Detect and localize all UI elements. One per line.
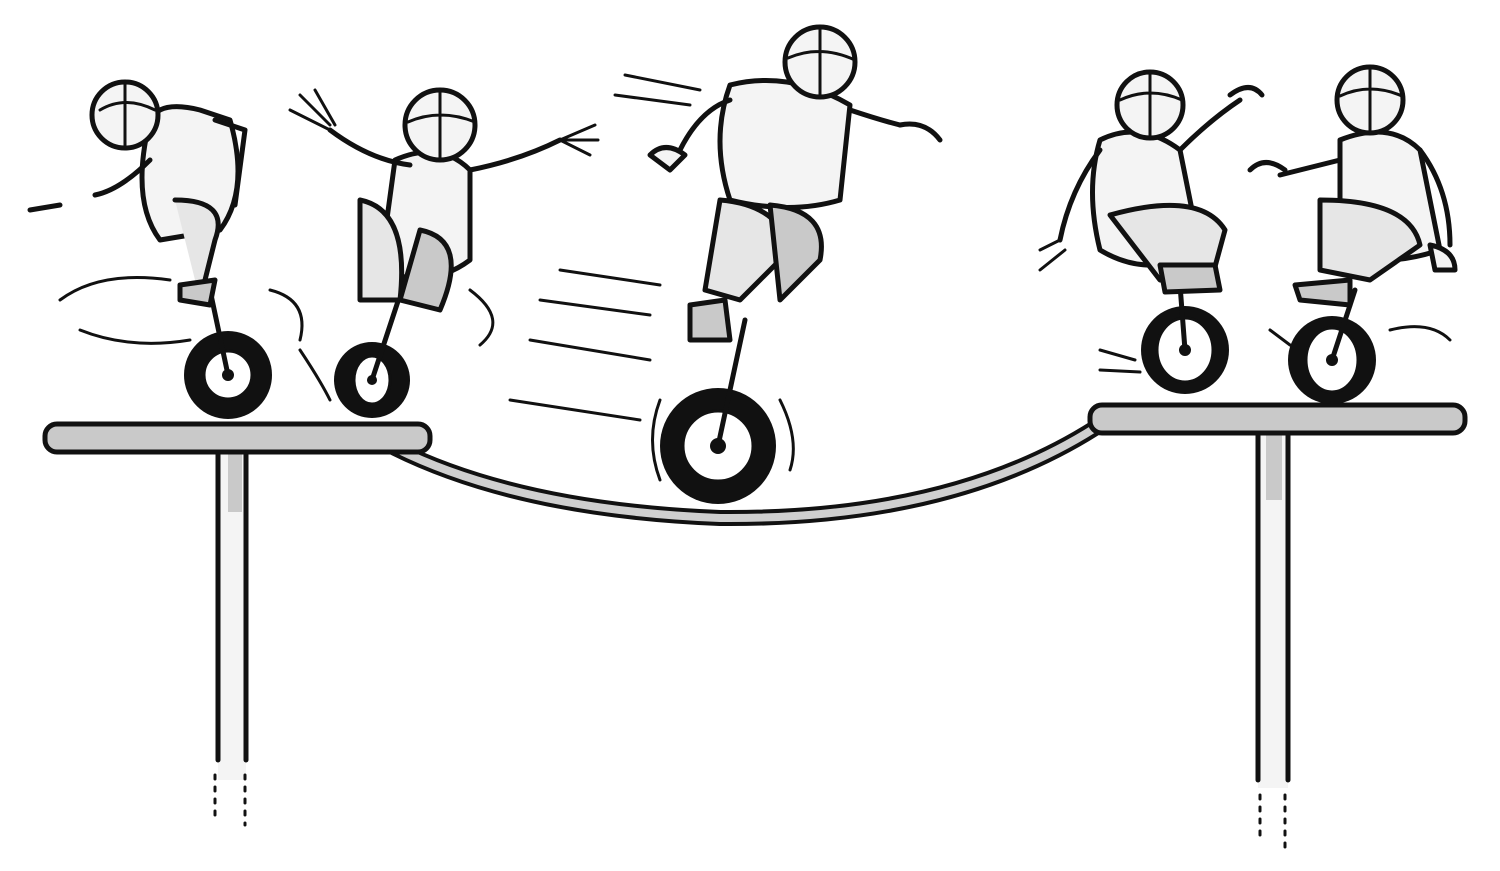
rider-1 [27, 79, 304, 419]
right-platform [1087, 402, 1468, 436]
rider-5 [1247, 64, 1458, 404]
right-pillar [1255, 425, 1291, 852]
left-pillar [213, 447, 249, 827]
sagging-bridge [387, 420, 1103, 527]
rider-2 [288, 87, 600, 418]
rider-3 [508, 24, 943, 504]
rider-4 [1038, 69, 1265, 394]
left-platform [42, 421, 433, 455]
